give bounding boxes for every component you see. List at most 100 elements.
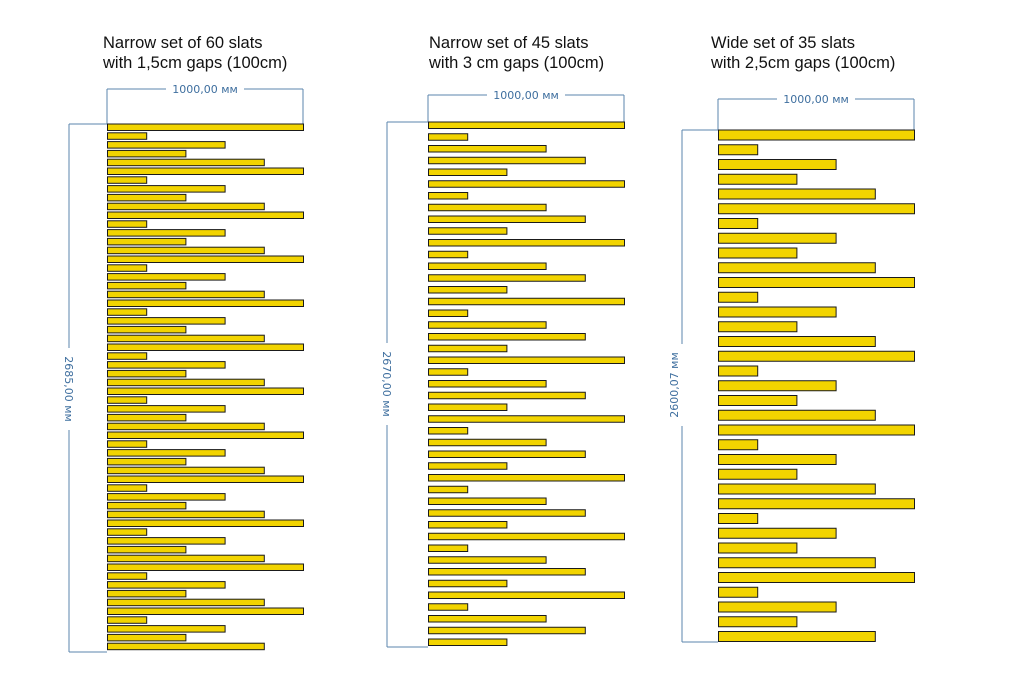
slat — [428, 156, 586, 165]
slat — [428, 521, 508, 529]
slat — [718, 365, 759, 377]
slat — [107, 405, 226, 413]
slat — [718, 232, 837, 244]
slat — [428, 591, 625, 599]
slat — [107, 290, 265, 299]
slat — [107, 457, 187, 466]
slat — [428, 438, 547, 447]
set-title-line1: Wide set of 35 slats — [711, 34, 855, 52]
slat — [428, 262, 547, 270]
slat — [718, 218, 759, 229]
slat — [107, 193, 187, 202]
slat — [428, 450, 586, 458]
slat — [107, 589, 187, 598]
slat — [107, 642, 265, 651]
slat — [107, 220, 148, 228]
width-label-mask — [777, 92, 855, 106]
slat — [428, 297, 625, 306]
slat — [107, 308, 148, 316]
height-label: 2600,07 мм — [668, 352, 681, 418]
slat — [107, 334, 265, 343]
slat — [107, 440, 148, 448]
slat — [428, 309, 469, 317]
slat — [107, 554, 265, 563]
set-title-line1: Narrow set of 60 slats — [103, 34, 263, 52]
width-dimension: 1000,00 мм — [427, 88, 625, 122]
slat — [107, 149, 187, 158]
slat-set-45: Narrow set of 45 slats with 3 cm gaps (1… — [380, 34, 625, 648]
slat — [107, 413, 187, 422]
slat — [107, 475, 304, 483]
slat — [718, 409, 876, 421]
slat — [107, 625, 226, 633]
slat — [107, 273, 226, 281]
slat — [107, 616, 148, 624]
height-dimension: 2685,00 мм — [62, 123, 107, 653]
slat — [107, 202, 265, 211]
slat — [107, 264, 148, 272]
slat — [718, 277, 915, 288]
slat — [107, 185, 226, 193]
slat — [107, 387, 304, 395]
slat — [107, 141, 226, 149]
width-label: 1000,00 мм — [493, 89, 559, 102]
slat — [428, 180, 625, 188]
set-title-line2: with 1,5cm gaps (100cm) — [102, 54, 287, 72]
slat — [428, 568, 586, 576]
set-title-line2: with 3 cm gaps (100cm) — [428, 54, 604, 72]
slat — [718, 144, 759, 156]
slat — [107, 501, 187, 510]
height-label-mask — [62, 348, 76, 430]
slat — [718, 395, 798, 406]
slat — [718, 631, 876, 642]
slat — [107, 563, 304, 571]
slat — [428, 509, 586, 517]
slat — [107, 361, 226, 369]
slat — [428, 145, 547, 153]
slat — [107, 493, 226, 501]
slat — [718, 439, 759, 451]
slat — [428, 579, 508, 588]
slat — [107, 572, 148, 580]
slat — [107, 317, 226, 325]
slat — [428, 532, 625, 541]
slat — [107, 581, 226, 589]
slat — [718, 203, 915, 215]
height-label-mask — [675, 344, 689, 426]
slat — [107, 281, 187, 290]
width-dimension: 1000,00 мм — [106, 82, 304, 124]
width-label: 1000,00 мм — [172, 83, 238, 96]
slat — [718, 321, 798, 333]
height-label: 2685,00 мм — [62, 356, 75, 422]
slat — [107, 545, 187, 554]
set-title-line1: Narrow set of 45 slats — [429, 34, 589, 52]
slat — [718, 586, 759, 598]
slat — [718, 483, 876, 495]
height-dimension: 2670,00 мм — [380, 121, 428, 648]
slat — [428, 168, 508, 176]
slat — [718, 173, 798, 185]
slat — [428, 192, 469, 200]
slat — [428, 603, 469, 611]
slat — [428, 368, 469, 376]
slat — [428, 544, 469, 552]
slat — [107, 123, 304, 131]
slat — [107, 537, 226, 545]
slat — [107, 352, 148, 360]
height-label: 2670,00 мм — [380, 351, 393, 417]
slat — [718, 129, 915, 141]
slat — [428, 380, 547, 388]
width-label-mask — [166, 82, 244, 96]
slat — [718, 336, 876, 347]
width-label: 1000,00 мм — [783, 93, 849, 106]
slat — [718, 616, 798, 628]
slat — [428, 121, 625, 129]
slat — [718, 188, 876, 200]
slat — [718, 513, 759, 524]
slat — [107, 528, 148, 536]
slat — [428, 274, 586, 282]
slat — [107, 369, 187, 378]
slat — [718, 572, 915, 583]
slat — [107, 484, 148, 492]
slat — [718, 557, 876, 569]
